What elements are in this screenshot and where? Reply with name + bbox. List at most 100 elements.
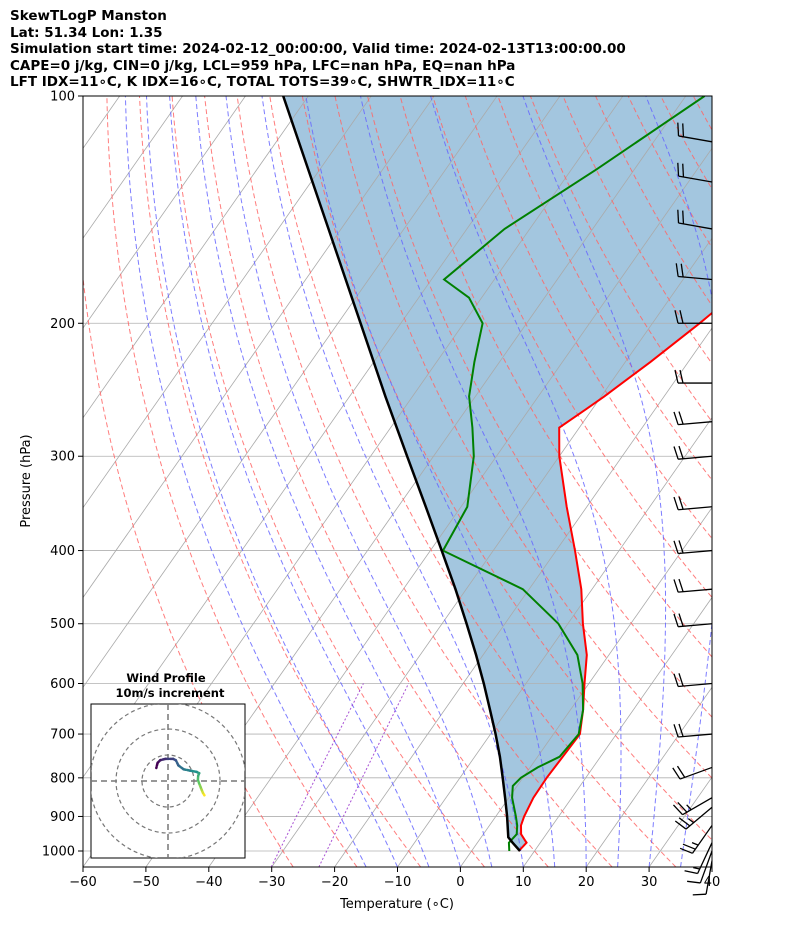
dry-adiabat-line: [236, 96, 613, 867]
wind-barb: [675, 263, 713, 281]
y-axis-label: Pressure (hPa): [19, 434, 34, 527]
wind-barb-feather: [673, 579, 679, 593]
wind-barb-feather: [673, 540, 679, 554]
wind-barb-staff: [678, 549, 713, 555]
stability-indices-1: CAPE=0 j/kg, CIN=0 j/kg, LCL=959 hPa, LF…: [10, 57, 516, 74]
wind-barb-staff: [697, 842, 713, 874]
hodograph-inset: Wind Profile 10m/s increment: [90, 671, 246, 859]
isotherm-line: [585, 686, 712, 867]
wind-barb-staff: [678, 733, 713, 738]
moist-adiabat-line: [124, 96, 367, 867]
isotherm-line: [83, 96, 246, 329]
isotherm-line: [522, 596, 712, 867]
wind-barb: [672, 797, 713, 816]
wind-barb: [673, 723, 713, 738]
wind-barbs-layer: [672, 122, 713, 896]
wind-barb-half-feather: [693, 866, 700, 870]
mixing-ratio-line: [318, 683, 410, 867]
wind-barb-staff: [678, 506, 713, 511]
parcel-profile-line: [282, 96, 521, 852]
wind-barb-feather: [679, 847, 693, 854]
wind-barb-feather: [673, 496, 679, 510]
dry-adiabat-line: [595, 96, 712, 307]
y-tick: 400: [50, 544, 83, 559]
y-tick: 1000: [42, 845, 83, 860]
x-tick: −40: [195, 867, 223, 890]
y-tick-label: 600: [50, 677, 75, 692]
isotherm-line: [460, 506, 712, 867]
x-tick-label: −50: [132, 875, 159, 890]
wind-barb: [673, 578, 713, 593]
isotherm-line: [271, 237, 712, 867]
isotherm-line: [83, 96, 183, 239]
wind-barb-feather: [684, 870, 698, 875]
wind-barb-staff: [682, 797, 713, 816]
wind-barb-half-feather: [687, 818, 695, 824]
isotherm-line: [334, 327, 712, 867]
dry-adiabat-line: [562, 96, 712, 365]
wind-barb-feather: [682, 843, 696, 850]
isotherm-line: [397, 417, 712, 867]
wind-barb-feather: [674, 820, 687, 830]
dry-adiabat-line: [204, 96, 549, 867]
wind-barb: [673, 445, 713, 460]
x-tick: −50: [132, 867, 160, 890]
y-tick: 500: [50, 617, 83, 632]
wind-barb-half-feather: [686, 804, 692, 811]
x-tick-label: −40: [195, 875, 222, 890]
wind-barb-feather: [673, 613, 679, 627]
wind-barb-staff: [678, 275, 713, 281]
wind-barb-staff: [679, 766, 713, 780]
wind-barb: [673, 673, 713, 688]
hodograph-subtitle: 10m/s increment: [116, 686, 225, 700]
x-tick: −10: [384, 867, 411, 890]
wind-barb-feather: [678, 540, 684, 554]
y-tick-label: 800: [50, 771, 75, 786]
x-tick-label: 0: [456, 875, 464, 890]
wind-barb-feather: [678, 673, 684, 687]
wind-barb-staff: [691, 825, 713, 854]
wind-barb-feather: [674, 369, 679, 384]
cin-shaded-area: [283, 96, 712, 851]
y-tick-label: 300: [50, 450, 75, 465]
y-tick: 800: [50, 771, 83, 786]
profile-lines-layer: [282, 96, 712, 852]
wind-barb-feather: [677, 122, 680, 136]
wind-barb-feather: [678, 496, 684, 510]
wind-barb: [684, 842, 713, 875]
hodograph-title: Wind Profile: [126, 671, 206, 685]
moist-adiabat-line: [744, 96, 794, 867]
wind-barb-staff: [678, 623, 713, 628]
dry-adiabat-line: [367, 96, 712, 718]
x-tick-label: −60: [69, 875, 96, 890]
wind-barb: [679, 825, 713, 854]
x-tick-label: 30: [641, 875, 658, 890]
dry-adiabat-line: [171, 96, 485, 867]
x-tick: 10: [515, 867, 532, 890]
wind-barb-feather: [679, 310, 684, 324]
wind-barb-feather: [680, 263, 684, 278]
wind-barb-feather: [673, 411, 679, 425]
y-tick-label: 200: [50, 317, 75, 332]
x-tick-label: −20: [321, 875, 348, 890]
moist-adiabat-line: [195, 96, 461, 867]
wind-barb-staff: [685, 806, 713, 830]
wind-barb-feather: [679, 369, 684, 384]
wind-barb: [673, 411, 713, 426]
wind-barb-staff: [678, 682, 713, 688]
dry-adiabat-line: [301, 96, 712, 841]
wind-barb-feather: [678, 445, 684, 459]
wind-barb-feather: [673, 446, 679, 460]
dry-adiabat-line: [464, 96, 712, 540]
dewpoint-profile-line: [441, 96, 706, 852]
y-tick-label: 400: [50, 544, 75, 559]
y-tick: 700: [50, 728, 83, 743]
dry-adiabat-line: [269, 96, 677, 867]
x-tick: −60: [69, 867, 97, 890]
isotherm-line: [83, 96, 498, 689]
wind-barb-staff: [705, 860, 713, 895]
wind-barb: [674, 806, 713, 830]
simulation-times: Simulation start time: 2024-02-12_00:00:…: [10, 41, 626, 58]
wind-barb-feather: [678, 411, 684, 425]
